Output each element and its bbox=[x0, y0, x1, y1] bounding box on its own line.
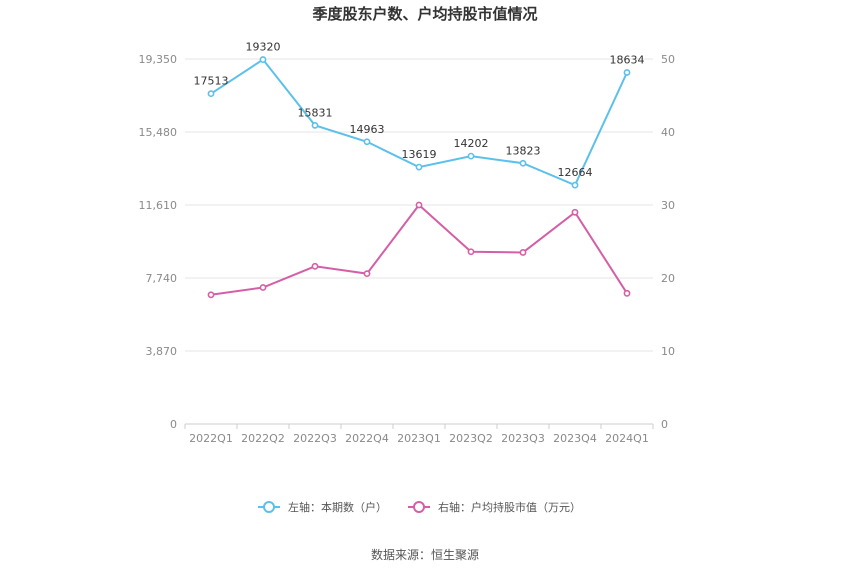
series-2 bbox=[207, 201, 631, 299]
x-tick-label: 2022Q3 bbox=[293, 432, 337, 445]
data-label: 13619 bbox=[402, 148, 437, 161]
data-label: 15831 bbox=[298, 106, 333, 119]
legend-item-1: 左轴：本期数（户） bbox=[258, 500, 387, 514]
x-tick-label: 2023Q3 bbox=[501, 432, 545, 445]
right-tick-label: 40 bbox=[661, 126, 675, 139]
data-point bbox=[363, 270, 371, 278]
x-tick-label: 2024Q1 bbox=[605, 432, 649, 445]
left-tick-label: 15,480 bbox=[139, 126, 178, 139]
series-line bbox=[210, 203, 628, 296]
source-note: 数据来源：恒生聚源 bbox=[371, 547, 479, 562]
right-tick-label: 10 bbox=[661, 345, 675, 358]
data-point bbox=[311, 262, 319, 270]
data-label: 19320 bbox=[246, 41, 281, 54]
data-label: 14963 bbox=[350, 123, 385, 136]
data-point bbox=[259, 284, 267, 291]
x-tick-label: 2022Q1 bbox=[189, 432, 233, 445]
data-label: 12664 bbox=[558, 166, 593, 179]
data-point bbox=[519, 159, 527, 167]
data-point bbox=[571, 208, 579, 216]
series-layer: 17513 19320 15831 14963 13619 14202 13823 12664… bbox=[194, 41, 645, 299]
data-point bbox=[363, 138, 371, 146]
data-point bbox=[415, 163, 423, 171]
legend-marker bbox=[413, 501, 425, 513]
data-point bbox=[311, 121, 319, 129]
data-point bbox=[415, 201, 423, 209]
legend-item-2: 右轴：户均持股市值（万元） bbox=[408, 500, 581, 514]
data-point bbox=[519, 249, 527, 256]
left-tick-label: 19,350 bbox=[139, 53, 178, 66]
data-point bbox=[571, 181, 579, 189]
right-tick-label: 20 bbox=[661, 272, 675, 285]
legend-marker bbox=[263, 501, 275, 513]
x-axis: 2022Q1 2022Q2 2022Q3 2022Q4 2023Q1 2023Q2 2023… bbox=[184, 424, 654, 445]
data-point bbox=[467, 248, 475, 256]
legend: 左轴：本期数（户） 右轴：户均持股市值（万元） bbox=[258, 500, 581, 514]
right-tick-label: 30 bbox=[661, 199, 675, 212]
data-label: 13823 bbox=[506, 144, 541, 157]
right-axis: 0 10 20 30 40 50 bbox=[661, 53, 675, 431]
data-label: 17513 bbox=[194, 75, 229, 88]
x-tick-label: 2023Q1 bbox=[397, 432, 441, 445]
data-point bbox=[259, 56, 267, 63]
chart-title: 季度股东户数、户均持股市值情况 bbox=[312, 5, 537, 23]
x-tick-label: 2022Q4 bbox=[345, 432, 389, 445]
data-label: 14202 bbox=[454, 137, 489, 150]
data-point bbox=[623, 69, 631, 76]
grid-lines bbox=[185, 58, 653, 425]
x-tick-label: 2022Q2 bbox=[241, 432, 285, 445]
data-point bbox=[207, 90, 215, 98]
left-tick-label: 7,740 bbox=[146, 272, 178, 285]
left-axis: 0 3,870 7,740 11,610 15,480 19,350 bbox=[139, 53, 178, 431]
left-tick-label: 0 bbox=[170, 418, 177, 431]
left-tick-label: 11,610 bbox=[139, 199, 178, 212]
right-tick-label: 50 bbox=[661, 53, 675, 66]
data-point bbox=[623, 289, 631, 297]
data-point bbox=[467, 152, 475, 160]
left-tick-label: 3,870 bbox=[146, 345, 178, 358]
legend-label: 左轴：本期数（户） bbox=[288, 500, 387, 514]
x-tick-label: 2023Q2 bbox=[449, 432, 493, 445]
data-label: 18634 bbox=[610, 54, 645, 67]
right-tick-label: 0 bbox=[661, 418, 668, 431]
data-point bbox=[207, 291, 215, 299]
legend-label: 右轴：户均持股市值（万元） bbox=[438, 500, 581, 514]
x-tick-label: 2023Q4 bbox=[553, 432, 597, 445]
series-1: 17513 19320 15831 14963 13619 14202 13823 12664… bbox=[194, 41, 645, 189]
